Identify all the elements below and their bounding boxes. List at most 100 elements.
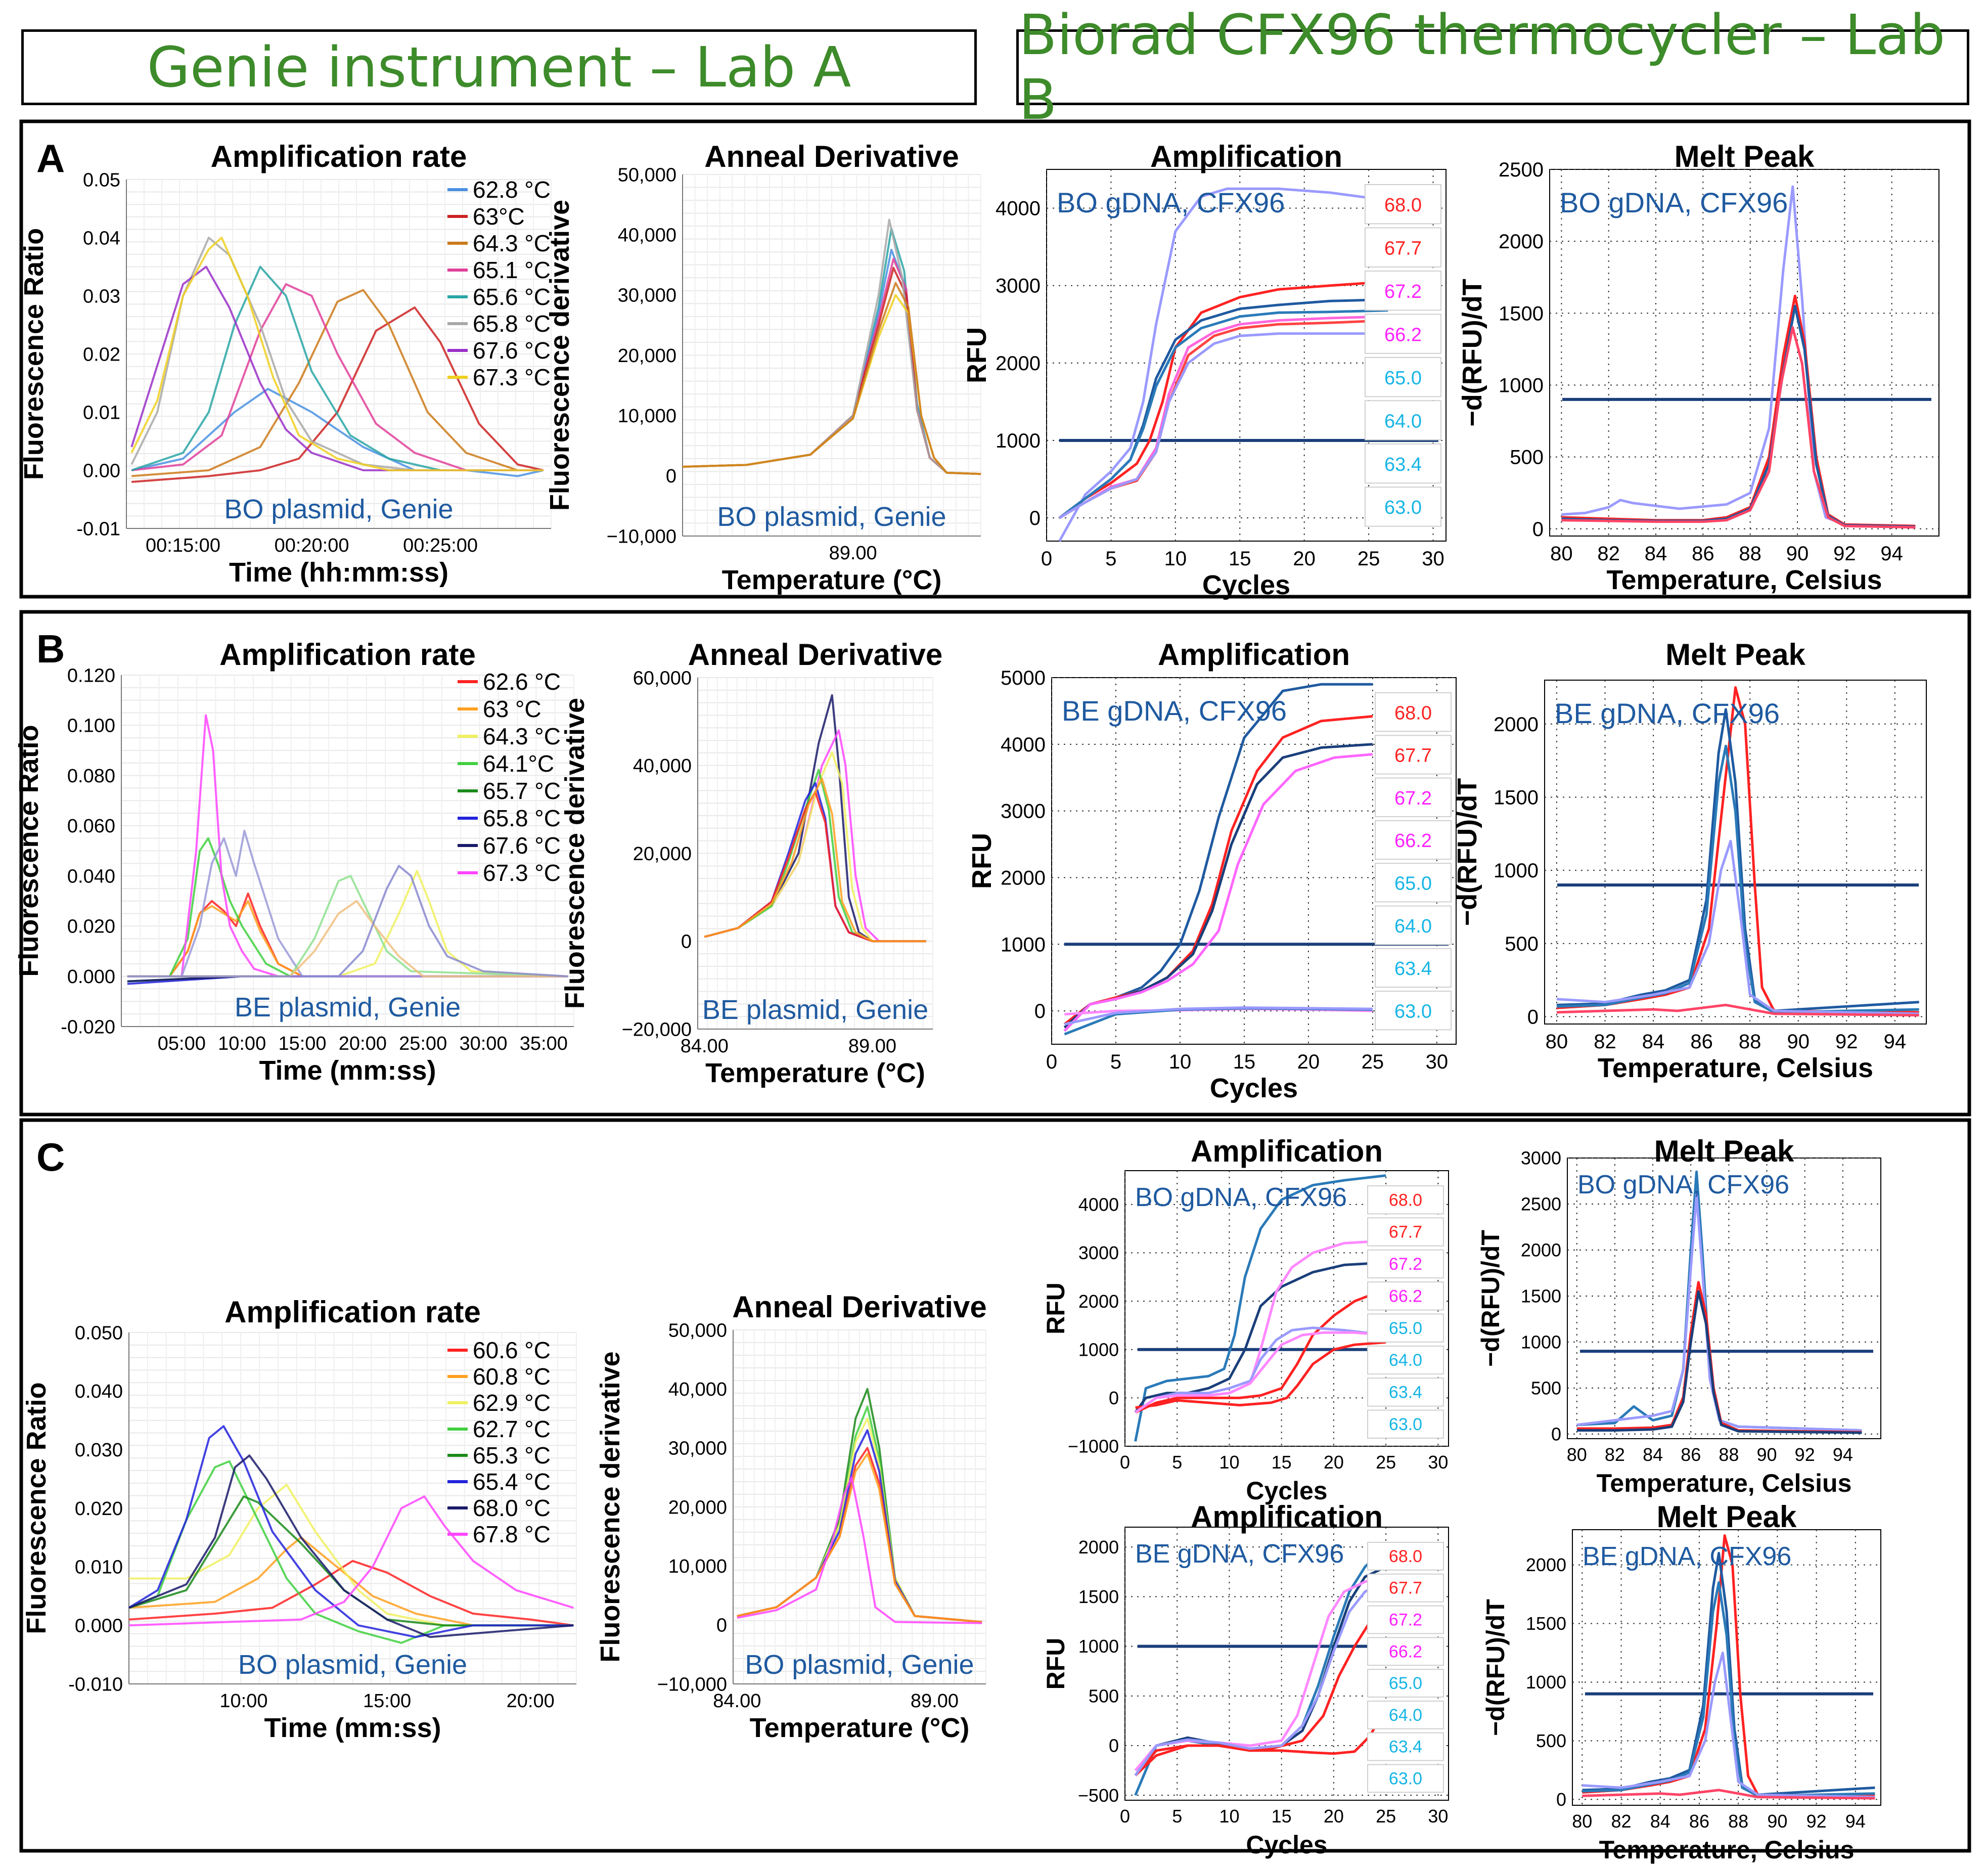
series-line bbox=[127, 865, 568, 977]
y-tick-label: 50,000 bbox=[668, 1320, 727, 1341]
y-tick-label: 4000 bbox=[1001, 734, 1046, 756]
header-lab-a: Genie instrument – Lab A bbox=[21, 29, 977, 105]
y-tick-label: 20,000 bbox=[618, 345, 676, 367]
y-tick-label: −20,000 bbox=[622, 1019, 692, 1040]
legend-cell bbox=[1367, 1764, 1444, 1793]
x-tick-label: 0 bbox=[1041, 548, 1052, 570]
legend-cell bbox=[1367, 1185, 1444, 1215]
x-tick-label: 10 bbox=[1164, 548, 1187, 570]
panel-letter-b: B bbox=[36, 627, 65, 671]
x-tick-label: 89.00 bbox=[829, 543, 877, 564]
plot-area bbox=[1549, 169, 1939, 537]
chart-A-anneal: −10,000 0 10,000 20,000 30,000 40,000 50,000 89… bbox=[545, 140, 981, 595]
series-line bbox=[1556, 1003, 1919, 1017]
series-line bbox=[1582, 1652, 1875, 1799]
legend-cell bbox=[1365, 227, 1441, 268]
x-tick-label: 92 bbox=[1795, 1444, 1815, 1465]
legend-label: 62.6 °C bbox=[483, 669, 561, 695]
chart-title: Amplification rate bbox=[224, 1295, 481, 1329]
legend-cell bbox=[1367, 1669, 1444, 1698]
legend-label: 65.4 °C bbox=[473, 1469, 551, 1495]
x-axis-label: Time (hh:mm:ss) bbox=[229, 557, 448, 588]
series-line bbox=[1134, 1580, 1387, 1776]
legend-label: 64.3 °C bbox=[473, 230, 551, 256]
chart-title: Amplification rate bbox=[211, 140, 467, 173]
x-tick-label: 90 bbox=[1757, 1444, 1777, 1465]
y-tick-label: 2500 bbox=[1499, 159, 1544, 181]
legend-label: 63°C bbox=[473, 203, 525, 230]
x-tick-label: 82 bbox=[1605, 1444, 1625, 1465]
y-tick-label: 20,000 bbox=[668, 1497, 727, 1518]
x-tick-label: 88 bbox=[1739, 543, 1761, 565]
y-axis-label: −d(RFU)/dT bbox=[1476, 1230, 1505, 1367]
plot-area bbox=[1544, 680, 1927, 1025]
legend-label: 68.0 bbox=[1389, 1190, 1422, 1210]
x-tick-label: 15 bbox=[1272, 1452, 1292, 1473]
y-axis-label: Fluorescence derivative bbox=[595, 1351, 625, 1662]
y-axis-label: RFU bbox=[1042, 1638, 1070, 1690]
x-axis-label: Temperature, Celsius bbox=[1606, 565, 1882, 595]
legend-label: 67.2 bbox=[1384, 281, 1422, 302]
legend-label: 67.7 bbox=[1394, 745, 1432, 767]
x-tick-label: 0 bbox=[1046, 1051, 1057, 1073]
chart-title: Amplification bbox=[1158, 638, 1350, 672]
legend-label: 60.6 °C bbox=[473, 1337, 551, 1363]
series-line bbox=[129, 1484, 574, 1627]
y-tick-label: 1000 bbox=[996, 430, 1041, 452]
x-tick-label: 15 bbox=[1272, 1806, 1292, 1827]
series-line bbox=[1135, 1331, 1386, 1414]
chart-A-amp: 0 1000 2000 3000 4000 0 5 10 15 20 25 30 BO gDNA, CF… bbox=[962, 140, 1447, 600]
x-axis-label: Temperature (°C) bbox=[750, 1713, 970, 1743]
y-tick-label: 2000 bbox=[1521, 1240, 1561, 1261]
series-line bbox=[1134, 1174, 1386, 1442]
legend-label: 67.6 °C bbox=[473, 337, 551, 364]
x-tick-label: 88 bbox=[1728, 1811, 1748, 1832]
x-axis-label: Cycles bbox=[1246, 1831, 1327, 1859]
x-tick-label: 84 bbox=[1650, 1811, 1670, 1832]
legend-label: 63.0 bbox=[1384, 497, 1422, 518]
x-tick-label: 20 bbox=[1324, 1806, 1344, 1827]
chart-title: Melt Peak bbox=[1665, 638, 1805, 672]
series-line bbox=[1582, 1789, 1875, 1800]
annotation-text: BO plasmid, Genie bbox=[745, 1650, 974, 1680]
series-line bbox=[131, 265, 544, 471]
legend-label: 65.8 °C bbox=[473, 310, 551, 337]
y-axis-label: Fluorescence Ratio bbox=[19, 228, 49, 480]
x-tick-label: 15 bbox=[1229, 548, 1251, 570]
x-tick-label: 94 bbox=[1845, 1811, 1866, 1832]
y-tick-label: 1000 bbox=[1494, 860, 1539, 882]
legend-cell bbox=[1375, 820, 1452, 860]
x-tick-label: 30 bbox=[1428, 1452, 1448, 1473]
legend-cell bbox=[1375, 948, 1452, 988]
y-tick-label: 1000 bbox=[1078, 1636, 1119, 1657]
chart-C-anneal: −10,000 0 10,000 20,000 30,000 40,000 50,000 84… bbox=[595, 1290, 987, 1743]
y-tick-label: 0.05 bbox=[83, 169, 120, 191]
legend-label: 64.0 bbox=[1384, 411, 1422, 432]
x-tick-label: 20 bbox=[1297, 1051, 1320, 1073]
legend-cell bbox=[1367, 1409, 1444, 1439]
legend-cell bbox=[1367, 1377, 1444, 1407]
y-tick-label: 1500 bbox=[1499, 302, 1544, 325]
x-tick-label: 86 bbox=[1681, 1444, 1701, 1465]
legend-label: 68.0 bbox=[1389, 1547, 1422, 1566]
y-tick-label: 0.020 bbox=[75, 1498, 123, 1520]
x-tick-label: 00:15:00 bbox=[146, 535, 220, 556]
series-line bbox=[1576, 1193, 1862, 1432]
chart-C-melt-BE: 0 500 1000 1500 2000 80 82 84 86 88 90 92 94 BE gDNA,… bbox=[1481, 1500, 1881, 1864]
y-tick-label: 2000 bbox=[1526, 1554, 1566, 1575]
legend-cell bbox=[1375, 692, 1452, 732]
y-tick-label: 2000 bbox=[1499, 231, 1544, 253]
series-line bbox=[1135, 1341, 1386, 1409]
x-tick-label: 15:00 bbox=[278, 1033, 326, 1054]
x-tick-label: 20 bbox=[1293, 548, 1316, 570]
series-line bbox=[1064, 1006, 1373, 1026]
x-tick-label: 10 bbox=[1169, 1051, 1192, 1073]
plot-area bbox=[1051, 677, 1457, 1045]
chart-A-amp-rate: -0.01 0.00 0.01 0.02 0.03 0.04 0.05 00:15:00 00:… bbox=[19, 140, 552, 588]
y-tick-label: −10,000 bbox=[607, 526, 676, 547]
legend-label: 67.8 °C bbox=[473, 1521, 551, 1547]
y-tick-label: 0.080 bbox=[67, 766, 115, 787]
y-axis-label: RFU bbox=[962, 327, 992, 383]
